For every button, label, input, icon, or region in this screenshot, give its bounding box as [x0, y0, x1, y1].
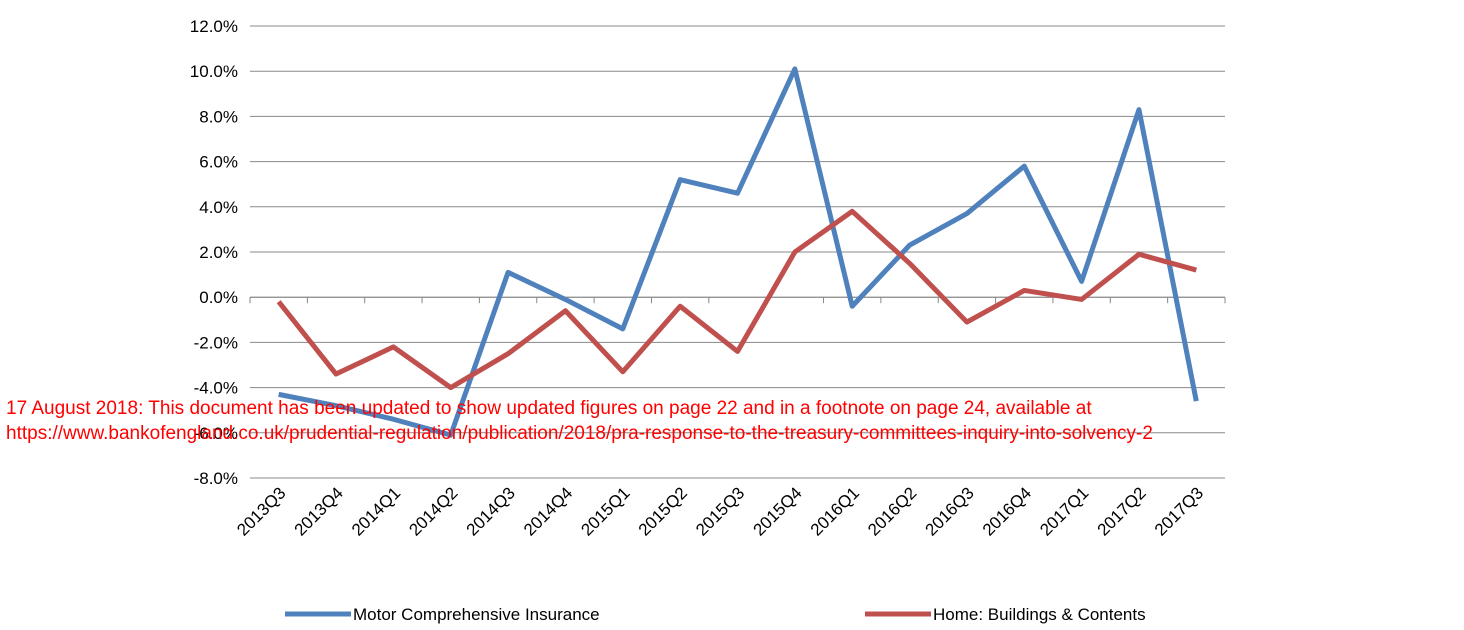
- legend-label: Home: Buildings & Contents: [933, 605, 1146, 624]
- y-tick-label: -8.0%: [194, 469, 238, 488]
- series-line: [276, 208, 1197, 391]
- x-tick-label: 2015Q1: [577, 483, 633, 539]
- x-tick-label: 2014Q4: [520, 483, 576, 539]
- y-tick-label: 12.0%: [190, 17, 238, 36]
- y-tick-label: -2.0%: [194, 333, 238, 352]
- y-tick-label: -6.0%: [194, 424, 238, 443]
- y-tick-label: 6.0%: [199, 153, 238, 172]
- x-tick-label: 2017Q3: [1151, 483, 1207, 539]
- y-tick-label: 2.0%: [199, 243, 238, 262]
- annotation: 17 August 2018: This document has been u…: [6, 398, 1092, 419]
- y-tick-label: 8.0%: [199, 107, 238, 126]
- x-tick-label: 2015Q3: [692, 483, 748, 539]
- x-tick-label: 2016Q3: [922, 483, 978, 539]
- legend-label: Motor Comprehensive Insurance: [353, 605, 600, 624]
- y-tick-label: 10.0%: [190, 62, 238, 81]
- x-tick-label: 2014Q3: [463, 483, 519, 539]
- y-tick-label: 0.0%: [199, 288, 238, 307]
- x-tick-label: 2015Q4: [749, 483, 805, 539]
- x-tick-label: 2017Q1: [1036, 483, 1092, 539]
- x-tick-label: 2013Q3: [233, 483, 289, 539]
- x-tick-label: 2015Q2: [635, 483, 691, 539]
- x-tick-label: 2014Q2: [405, 483, 461, 539]
- x-tick-label: 2017Q2: [1094, 483, 1150, 539]
- y-tick-label: -4.0%: [194, 379, 238, 398]
- x-tick-label: 2014Q1: [348, 483, 404, 539]
- x-tick-label: 2016Q2: [864, 483, 920, 539]
- x-tick-label: 2016Q4: [979, 483, 1035, 539]
- x-tick-label: 2016Q1: [807, 483, 863, 539]
- y-tick-label: 4.0%: [199, 198, 238, 217]
- series-line: [278, 66, 1199, 438]
- annotation: https://www.bankofengland.co.uk/prudenti…: [6, 423, 1153, 444]
- x-tick-label: 2013Q4: [291, 483, 347, 539]
